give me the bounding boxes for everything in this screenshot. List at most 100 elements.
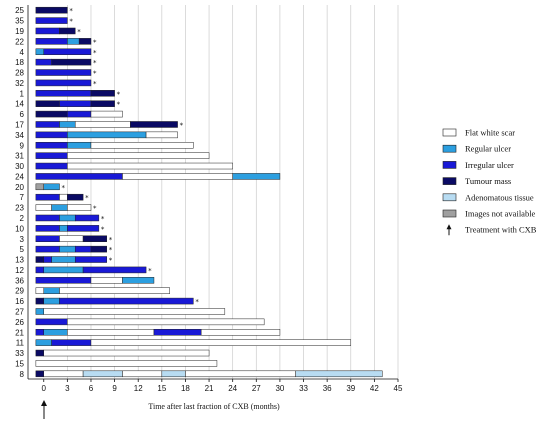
- bar-segment-tumour: [90, 245, 107, 253]
- patient-row: *: [35, 225, 105, 233]
- bar-segment-regular: [43, 266, 84, 274]
- bar-segment-irregular: [35, 79, 92, 87]
- patient-id-label: 19: [15, 27, 24, 36]
- patient-id-label: 36: [15, 276, 24, 285]
- bar-segment-irregular: [82, 266, 147, 274]
- patient-id-label: 22: [15, 37, 24, 46]
- bar-segment-irregular: [35, 38, 68, 45]
- progression-star-icon: *: [93, 59, 97, 67]
- bar-segment-flat: [200, 329, 281, 336]
- patient-id-label: 23: [15, 204, 24, 213]
- patient-row: [35, 277, 155, 284]
- patient-id-label: 25: [15, 6, 24, 15]
- bar-segment-irregular: [35, 193, 60, 201]
- bar-segment-tumour: [35, 349, 44, 357]
- legend-item-arrow: Treatment with CXB: [446, 224, 537, 236]
- patient-row: *: [35, 58, 97, 67]
- patient-id-label: 5: [20, 245, 25, 254]
- patient-id-label: 17: [15, 120, 24, 129]
- x-tick-label: 21: [205, 384, 214, 393]
- grid-lines: [67, 5, 399, 379]
- patient-row: *: [35, 48, 97, 57]
- x-tick-label: 18: [181, 384, 190, 393]
- bar-segment-flat: [67, 318, 265, 326]
- legend-item-flat: Flat white scar: [442, 128, 515, 138]
- patient-row: *: [35, 256, 113, 265]
- progression-star-icon: *: [195, 298, 199, 306]
- bar-segment-flat: [35, 204, 52, 211]
- bar-segment-irregular: [35, 318, 68, 326]
- bar-segment-regular: [43, 287, 60, 294]
- bar-segment-flat: [67, 152, 210, 159]
- bar-segment-irregular: [35, 225, 60, 232]
- patient-row: [35, 349, 210, 357]
- patient-id-label: 15: [15, 359, 24, 368]
- bar-segment-regular: [232, 173, 281, 180]
- legend-label: Images not available: [465, 209, 536, 219]
- bar-segment-irregular: [59, 100, 92, 107]
- bar-segment-irregular: [35, 214, 60, 222]
- bar-segment-tumour: [90, 100, 115, 107]
- bar-segment-regular: [67, 131, 147, 139]
- patient-id-label: 24: [15, 172, 24, 181]
- progression-star-icon: *: [148, 267, 152, 275]
- patient-id-label: 10: [15, 224, 24, 233]
- patient-row: [35, 152, 210, 159]
- bar-segment-tumour: [59, 27, 76, 35]
- legend-swatch: [442, 144, 457, 153]
- bar-segment-irregular: [35, 27, 60, 35]
- patient-id-label: 21: [15, 328, 24, 337]
- x-axis-title: Time after last fraction of CXB (months): [148, 402, 280, 411]
- legend-arrow-head-icon: [446, 224, 452, 230]
- patient-row: *: [35, 100, 121, 109]
- bar-segment-flat: [35, 360, 218, 367]
- bar-segment-regular: [43, 183, 60, 191]
- bar-segment-adenomatous: [82, 370, 123, 378]
- patient-row: [35, 360, 218, 367]
- patient-row: [35, 370, 383, 378]
- patient-id-label: 2: [20, 214, 25, 223]
- bar-segment-flat: [67, 329, 155, 336]
- bar-segment-tumour: [130, 121, 178, 128]
- patient-id-label: 4: [20, 48, 25, 57]
- patient-row: *: [35, 38, 97, 46]
- progression-star-icon: *: [101, 225, 105, 233]
- bar-segment-irregular: [67, 110, 92, 118]
- x-tick-label: 33: [299, 384, 308, 393]
- patient-row: [35, 308, 226, 315]
- patient-row: *: [35, 204, 97, 213]
- patient-id-label: 16: [15, 297, 24, 306]
- patient-id-label: 13: [15, 256, 24, 265]
- bar-segment-tumour: [78, 38, 92, 45]
- patient-id-label: 8: [20, 370, 25, 379]
- progression-star-icon: *: [93, 70, 97, 78]
- bar-segment-tumour: [35, 100, 60, 107]
- patient-row: *: [35, 17, 73, 26]
- bar-segment-tumour: [35, 110, 68, 118]
- bar-segment-regular: [35, 308, 44, 315]
- patient-row: *: [35, 121, 184, 129]
- progression-star-icon: *: [93, 80, 97, 88]
- bar-segment-regular: [35, 48, 44, 55]
- legend-swatch: [442, 177, 457, 185]
- bar-segment-flat: [74, 121, 131, 128]
- bar-segment-regular: [43, 329, 68, 336]
- patient-row: *: [35, 193, 89, 202]
- bar-segment-regular: [51, 256, 76, 263]
- bar-segment-regular: [35, 339, 52, 346]
- bar-segment-flat: [43, 349, 210, 357]
- bar-segment-regular: [51, 204, 68, 211]
- x-tick-label: 9: [112, 384, 117, 393]
- bar-segment-regular: [59, 225, 68, 232]
- bar-segment-adenomatous: [295, 370, 383, 378]
- bar-segment-regular: [59, 121, 76, 128]
- patient-id-label: 11: [16, 339, 25, 348]
- legend-item-adenomatous: Adenomatous tissue: [442, 192, 534, 202]
- legend-item-tumour: Tumour mass: [442, 176, 511, 186]
- patient-id-label: 20: [15, 183, 24, 192]
- bar-segment-irregular: [35, 121, 60, 128]
- bar-segment-tumour: [35, 297, 44, 305]
- x-tick-label: 30: [275, 384, 284, 393]
- patient-id-label: 27: [15, 307, 24, 316]
- patient-id-label: 26: [15, 318, 24, 327]
